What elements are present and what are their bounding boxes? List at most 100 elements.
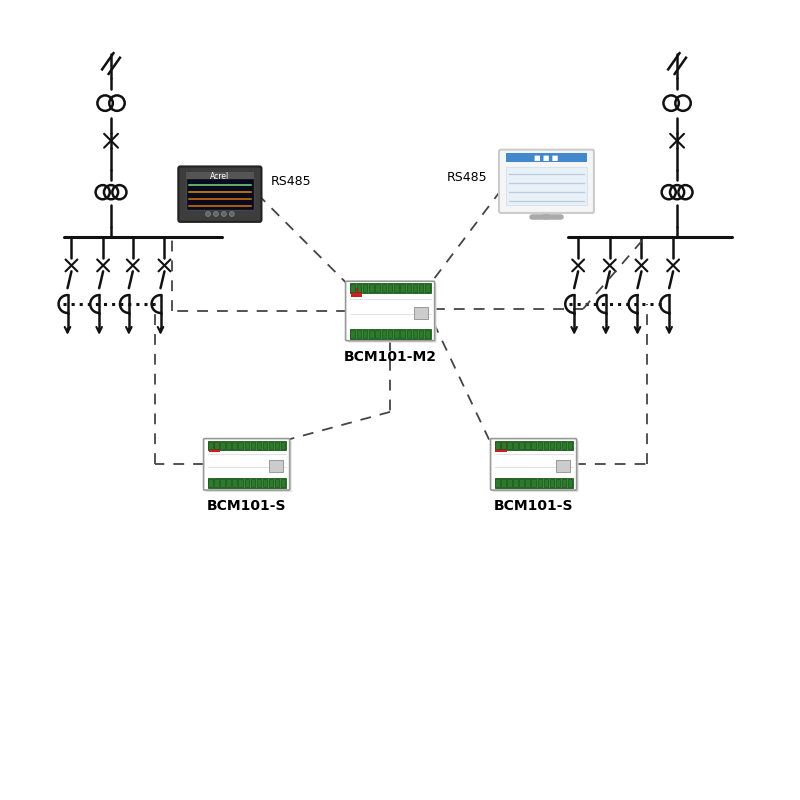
Bar: [382, 330, 386, 338]
Text: BCM101-M2: BCM101-M2: [344, 350, 437, 363]
Bar: [269, 460, 282, 472]
Text: ■ ■ ■: ■ ■ ■: [534, 154, 558, 161]
Bar: [567, 479, 572, 487]
FancyBboxPatch shape: [493, 441, 578, 492]
Bar: [406, 284, 411, 292]
FancyBboxPatch shape: [346, 282, 434, 341]
Bar: [209, 479, 213, 487]
FancyBboxPatch shape: [490, 438, 577, 490]
Bar: [375, 284, 380, 292]
Bar: [214, 442, 218, 450]
Bar: [207, 441, 286, 450]
Bar: [186, 172, 254, 179]
Bar: [382, 284, 386, 292]
Bar: [526, 479, 530, 487]
Bar: [426, 284, 430, 292]
Bar: [350, 329, 430, 338]
Bar: [357, 284, 361, 292]
Bar: [507, 479, 512, 487]
Bar: [186, 178, 254, 210]
Bar: [281, 442, 285, 450]
Bar: [369, 284, 374, 292]
Bar: [401, 330, 405, 338]
Bar: [426, 330, 430, 338]
Bar: [363, 284, 367, 292]
FancyBboxPatch shape: [347, 283, 437, 342]
Text: RS485: RS485: [447, 171, 488, 184]
Bar: [538, 442, 542, 450]
Bar: [274, 479, 278, 487]
Bar: [357, 330, 361, 338]
Bar: [207, 478, 286, 488]
Bar: [531, 442, 536, 450]
Bar: [209, 442, 213, 450]
Bar: [214, 479, 218, 487]
Bar: [257, 442, 261, 450]
Bar: [543, 479, 548, 487]
Bar: [350, 288, 362, 297]
Text: BCM101-S: BCM101-S: [494, 499, 574, 513]
Circle shape: [222, 211, 226, 217]
Bar: [414, 307, 428, 319]
Bar: [562, 479, 566, 487]
Bar: [226, 479, 230, 487]
Bar: [209, 443, 220, 452]
Bar: [502, 442, 506, 450]
Bar: [245, 442, 249, 450]
Bar: [274, 442, 278, 450]
Bar: [502, 479, 506, 487]
Bar: [506, 167, 587, 205]
Bar: [238, 442, 242, 450]
Bar: [495, 443, 507, 452]
Text: BCM101-S: BCM101-S: [207, 499, 286, 513]
Bar: [269, 479, 273, 487]
Bar: [262, 479, 266, 487]
Bar: [494, 478, 573, 488]
Bar: [555, 479, 560, 487]
Bar: [363, 330, 367, 338]
FancyBboxPatch shape: [178, 166, 262, 222]
Bar: [394, 330, 398, 338]
Bar: [519, 479, 524, 487]
Circle shape: [206, 211, 210, 217]
Bar: [413, 330, 418, 338]
Bar: [221, 479, 225, 487]
Bar: [375, 330, 380, 338]
Bar: [526, 442, 530, 450]
Bar: [281, 479, 285, 487]
Bar: [495, 479, 500, 487]
Bar: [394, 284, 398, 292]
Bar: [257, 479, 261, 487]
Text: RS485: RS485: [271, 175, 311, 188]
Bar: [262, 442, 266, 450]
Bar: [350, 283, 430, 293]
Bar: [238, 479, 242, 487]
Bar: [401, 284, 405, 292]
Bar: [419, 330, 423, 338]
FancyBboxPatch shape: [206, 441, 292, 492]
Bar: [506, 153, 587, 162]
Bar: [388, 284, 392, 292]
Bar: [494, 441, 573, 450]
Bar: [413, 284, 418, 292]
Bar: [221, 442, 225, 450]
Bar: [226, 442, 230, 450]
Bar: [550, 479, 554, 487]
Bar: [555, 442, 560, 450]
Bar: [514, 479, 518, 487]
Circle shape: [214, 211, 218, 217]
Bar: [406, 330, 411, 338]
Bar: [531, 479, 536, 487]
Bar: [550, 442, 554, 450]
Text: Acrel: Acrel: [210, 172, 230, 181]
Bar: [495, 442, 500, 450]
Bar: [250, 442, 254, 450]
Bar: [369, 330, 374, 338]
Bar: [350, 284, 355, 292]
Bar: [514, 442, 518, 450]
Bar: [567, 442, 572, 450]
Bar: [556, 460, 570, 472]
FancyBboxPatch shape: [499, 150, 594, 213]
Bar: [419, 284, 423, 292]
Bar: [269, 442, 273, 450]
